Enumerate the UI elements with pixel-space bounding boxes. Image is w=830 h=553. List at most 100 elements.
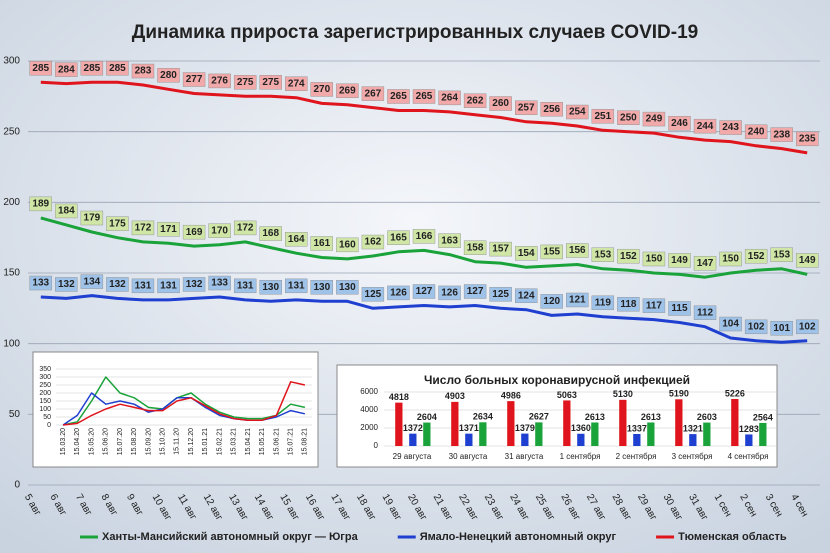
data-label: 102: [799, 321, 816, 332]
data-label-box: [361, 234, 385, 250]
data-label-box: [259, 280, 282, 295]
y-tick-label: 350: [39, 366, 51, 373]
data-label: 251: [594, 111, 611, 122]
data-label: 2634: [473, 412, 493, 422]
data-label: 4903: [445, 391, 465, 401]
data-label: 165: [390, 232, 407, 243]
x-tick-label: 15.08.20: [131, 428, 138, 455]
x-tick-label: 15.01.21: [202, 428, 209, 455]
data-label: 131: [288, 280, 305, 291]
data-label-box: [744, 248, 768, 264]
data-label-box: [540, 101, 563, 117]
data-label-box: [412, 284, 436, 299]
data-label-box: [157, 68, 180, 83]
data-label-box: [182, 277, 206, 292]
data-label: 157: [492, 244, 509, 255]
data-label: 152: [748, 251, 765, 262]
data-label: 149: [671, 255, 688, 266]
data-label: 119: [595, 297, 612, 308]
data-label-box: [29, 61, 52, 76]
bar: [619, 399, 627, 446]
x-tick-label: 15.04.20: [74, 428, 81, 455]
bar: [759, 422, 767, 446]
data-label: 131: [160, 280, 177, 291]
series-line: [40, 294, 808, 344]
data-label-box: [642, 251, 666, 267]
y-tick-label: 2000: [360, 423, 378, 432]
data-label: 1379: [515, 423, 535, 433]
data-label-box: [131, 278, 155, 294]
data-label: 154: [518, 248, 535, 259]
data-label-box: [489, 96, 512, 111]
data-label: 265: [416, 91, 433, 102]
data-label: 163: [441, 235, 458, 246]
data-label: 149: [799, 255, 816, 266]
data-label: 1371: [459, 423, 479, 433]
y-tick-label: 300: [3, 56, 20, 67]
data-label-box: [387, 285, 410, 301]
data-label-box: [514, 100, 538, 115]
data-label: 270: [313, 84, 330, 95]
data-label: 127: [467, 286, 484, 297]
data-label: 2613: [585, 412, 605, 422]
data-label-box: [157, 222, 180, 237]
data-label: 155: [543, 247, 560, 258]
data-label: 126: [390, 288, 407, 299]
data-label: 124: [518, 290, 535, 301]
data-label: 150: [722, 254, 739, 265]
x-tick-label: 15.08.21: [302, 428, 309, 455]
data-label: 184: [58, 206, 75, 217]
data-label-box: [336, 237, 359, 253]
data-label-box: [55, 62, 78, 77]
data-label-box: [182, 224, 206, 240]
data-label: 257: [518, 102, 535, 113]
bar: [745, 434, 753, 446]
x-tick-label: 15.05.21: [259, 428, 266, 455]
data-label: 2627: [529, 412, 549, 422]
data-label: 171: [160, 224, 177, 235]
data-label-box: [412, 89, 436, 104]
data-label-box: [438, 90, 461, 106]
data-label: 172: [135, 223, 152, 234]
data-label: 2603: [697, 412, 717, 422]
data-label: 152: [620, 251, 637, 262]
bar: [689, 434, 697, 446]
bar: [395, 402, 403, 446]
bar: [423, 422, 431, 446]
data-label-box: [642, 298, 666, 313]
data-label-box: [361, 287, 385, 302]
y-tick-label: 100: [3, 338, 20, 349]
data-label-box: [438, 285, 461, 301]
data-label-box: [463, 284, 487, 299]
data-label: 249: [646, 114, 663, 125]
x-tick-label: 15.09.20: [145, 428, 152, 455]
data-label-box: [617, 297, 640, 312]
bar: [675, 399, 683, 446]
data-label-box: [668, 301, 691, 316]
data-label: 130: [339, 282, 356, 293]
data-label-box: [540, 294, 563, 309]
y-tick-label: 50: [9, 409, 21, 420]
data-label-box: [55, 277, 78, 292]
bar: [535, 422, 543, 446]
y-tick-label: 150: [39, 398, 51, 405]
data-label: 115: [671, 303, 688, 314]
data-label: 161: [313, 238, 330, 249]
data-label: 4818: [389, 392, 409, 402]
data-label-box: [796, 319, 819, 335]
data-label-box: [463, 93, 487, 108]
data-label-box: [438, 233, 461, 248]
data-label: 1360: [571, 423, 591, 433]
x-tick-label: 2 сентября: [616, 452, 657, 461]
data-label-box: [310, 280, 334, 295]
data-label-box: [106, 61, 129, 76]
data-label-box: [259, 75, 282, 90]
x-tick-label: 1 сентября: [560, 452, 601, 461]
data-label: 160: [339, 240, 356, 251]
data-label-box: [693, 305, 717, 320]
data-label: 2613: [641, 412, 661, 422]
data-label-box: [514, 288, 538, 303]
data-label: 244: [697, 121, 714, 132]
data-label-box: [719, 251, 742, 267]
